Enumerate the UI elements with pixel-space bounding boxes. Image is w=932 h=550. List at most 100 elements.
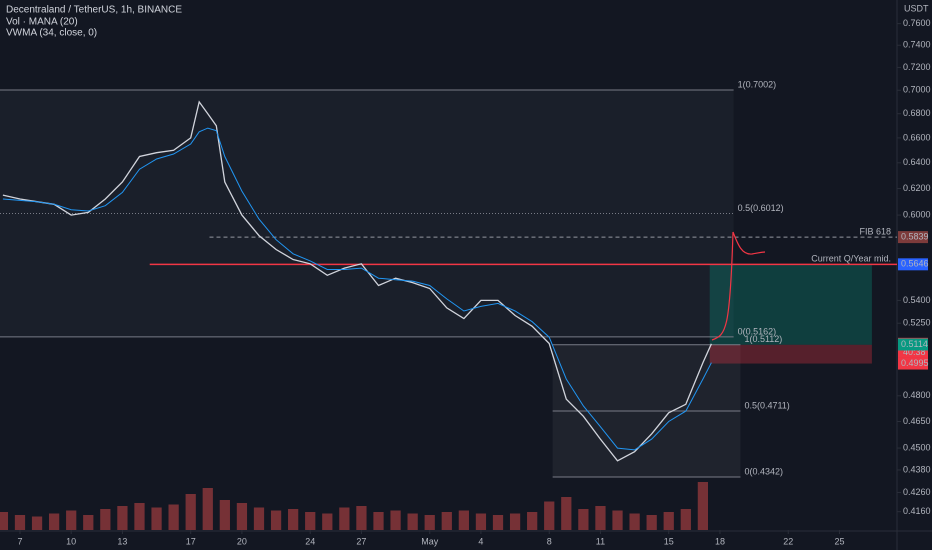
x-tick-label: 15 (664, 536, 674, 546)
x-tick-label: 25 (834, 536, 844, 546)
title: Decentraland / TetherUS, 1h, BINANCE (6, 5, 182, 16)
volume-bar (629, 513, 640, 530)
price-tag-label: 0.4995 (901, 358, 929, 368)
series-line (2, 127, 712, 451)
x-tick-label: 10 (66, 536, 76, 546)
x-tick-label: May (421, 536, 439, 546)
volume-bar (305, 512, 316, 530)
y-tick-label: 0.4260 (903, 487, 931, 497)
volume-bar (646, 515, 657, 530)
y-tick-label: 0.4650 (903, 416, 931, 426)
volume-bar (185, 494, 196, 530)
price-tag (898, 338, 928, 351)
volume-bar (168, 504, 179, 530)
level-label: FIB 618 (859, 226, 891, 236)
price-tag (898, 258, 928, 271)
volume-bar (236, 503, 248, 530)
level-label: 0.5(0.4711) (744, 400, 789, 410)
y-tick-label: 0.5250 (903, 318, 931, 328)
volume-bar (390, 510, 401, 530)
y-tick-label: 0.7600 (903, 18, 931, 28)
stop-zone (709, 344, 872, 364)
y-tick-label: 0.6800 (903, 108, 931, 118)
y-tick-label: 0.4380 (903, 464, 931, 474)
price-tag (898, 231, 928, 244)
volume-bar (424, 515, 435, 530)
volume-bar (544, 501, 555, 530)
x-tick-label: 7 (17, 536, 22, 546)
x-tick-label: 13 (117, 536, 127, 546)
x-tick-label: 17 (186, 536, 196, 546)
axis-unit: USDT (904, 3, 929, 13)
x-tick-label: 8 (547, 536, 552, 546)
volume-bar (117, 506, 128, 530)
volume-bar (339, 507, 350, 530)
plot: 1(0.7002) 0.5(0.6012) 0(0.5162)1(0.5112) 0.… (0, 79, 897, 530)
x-tick-label: 4 (478, 536, 483, 546)
y-tick-label: 0.6200 (903, 183, 931, 193)
volume-bar (48, 513, 60, 530)
y-tick-label: 0.6400 (903, 157, 931, 167)
x-tick-label: 27 (356, 536, 366, 546)
volume-bar (458, 510, 469, 530)
volume-bar (356, 506, 367, 530)
y-tick-label: 0.5400 (903, 295, 931, 305)
volume-bar (322, 513, 333, 530)
price-tag-label: 0.5839 (901, 231, 929, 241)
volume-bar (202, 488, 213, 530)
volume-bar (612, 510, 623, 530)
volume-bar (561, 497, 572, 530)
volume-bar (134, 503, 145, 530)
x-tick-label: 24 (305, 536, 315, 546)
volume-bar (475, 513, 487, 530)
volume-bar (31, 516, 43, 530)
volume-bar (66, 510, 77, 530)
volume-bar (253, 507, 265, 530)
volume-bar (492, 515, 504, 530)
volume-bar (373, 512, 384, 530)
y-tick-label: 0.7400 (903, 40, 931, 50)
indicator: Vol · MANA (20) (6, 17, 78, 28)
projection (711, 231, 734, 341)
volume-bar (527, 512, 538, 530)
volume-bar (0, 512, 9, 530)
volume-bar (83, 515, 94, 530)
y-tick-label: 0.4500 (903, 442, 931, 452)
y-tick-label: 0.4160 (903, 506, 931, 516)
volume-bar (270, 510, 282, 530)
price-tag-label: 0.5114 (901, 339, 928, 349)
level-label: 1(0.5112) (744, 334, 782, 344)
x-tick-label: 11 (596, 536, 605, 546)
volume-bar (441, 512, 452, 530)
x-tick-label: 22 (783, 536, 793, 546)
volume-bar (697, 482, 709, 530)
x-tick-label: 18 (715, 536, 725, 546)
volume-bar (680, 509, 691, 530)
indicator: VWMA (34, close, 0) (6, 28, 97, 39)
y-tick-label: 0.6600 (903, 132, 931, 142)
volume-bar (578, 509, 589, 530)
price-tag (898, 357, 928, 370)
level-label: Current Q/Year mid. (811, 254, 891, 264)
volume-bar (509, 513, 521, 530)
level-label: 0.5(0.6012) (738, 203, 784, 213)
level-label: 1(0.7002) (738, 79, 777, 89)
volume-bar (151, 507, 162, 530)
volume-bar (219, 500, 230, 530)
volume-bar (663, 512, 674, 530)
y-tick-label: 0.6000 (903, 209, 931, 219)
y-tick-label: 0.4800 (903, 390, 931, 400)
volume-bar (288, 509, 299, 530)
target-zone (709, 264, 872, 345)
price-tag-label: 0.5646 (901, 259, 929, 269)
projection (732, 231, 766, 255)
price-tag-sub: 40:38 (903, 347, 926, 357)
level-label: 0(0.4342) (744, 466, 783, 476)
x-tick-label: 20 (237, 536, 247, 546)
volume-bar (14, 515, 26, 530)
series-line (2, 100, 712, 462)
y-tick-label: 0.7200 (903, 62, 931, 72)
level-label: 0(0.5162) (738, 326, 777, 336)
